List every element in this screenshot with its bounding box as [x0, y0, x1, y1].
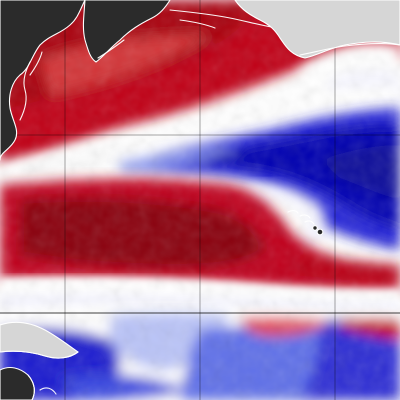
land-kamchatka-north [82, 0, 171, 63]
land-australia-northeast [0, 366, 57, 400]
hawaiian-islands [287, 210, 324, 236]
land-new-guinea [0, 321, 79, 359]
land-japan-kamchatka [0, 0, 86, 161]
land-alaska [234, 0, 400, 59]
